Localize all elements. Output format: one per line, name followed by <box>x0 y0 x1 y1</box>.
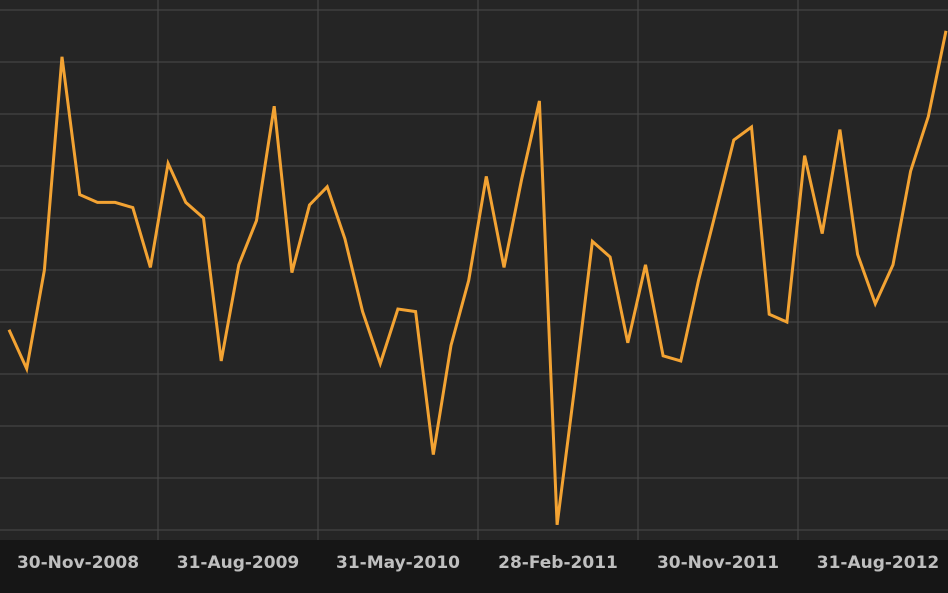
x-tick-label: 30-Nov-2008 <box>17 553 139 573</box>
gridlines <box>0 0 948 540</box>
x-tick-label: 30-Nov-2011 <box>657 553 779 573</box>
x-axis-ticks: 30-Nov-2008 31-Aug-2009 31-May-2010 28-Feb-… <box>17 553 939 573</box>
x-tick-label: 31-Aug-2009 <box>177 553 300 573</box>
x-axis-band <box>0 540 948 593</box>
x-tick-label: 31-Aug-2012 <box>817 553 940 573</box>
series-line <box>7 30 948 525</box>
x-tick-label: 28-Feb-2011 <box>498 553 618 573</box>
series-layer <box>7 30 948 525</box>
x-tick-label: 31-May-2010 <box>336 553 460 573</box>
